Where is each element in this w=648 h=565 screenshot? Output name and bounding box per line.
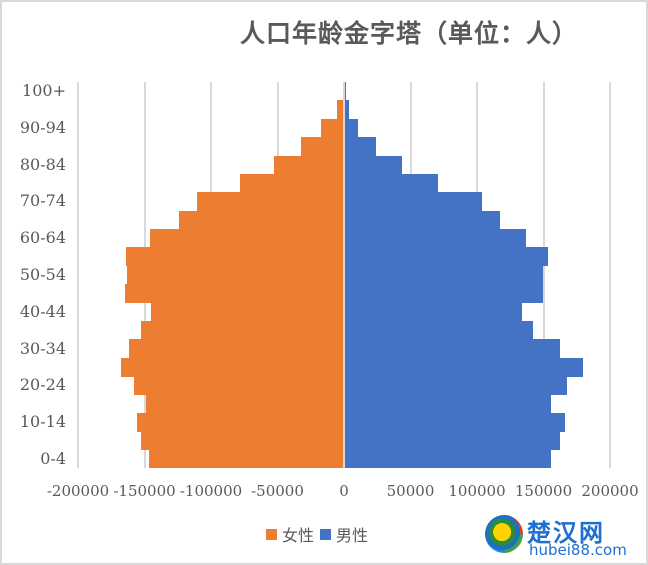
female-bar <box>141 431 343 451</box>
x-tick-label: -100000 <box>179 482 243 500</box>
gridline <box>542 82 545 468</box>
x-tick-label: -200000 <box>46 482 110 500</box>
female-bar <box>149 449 343 469</box>
female-bar <box>321 118 343 138</box>
male-bar <box>345 100 349 120</box>
female-bar <box>197 192 343 212</box>
male-bar <box>345 210 500 230</box>
x-tick-label: 150000 <box>514 482 573 500</box>
globe-logo-icon <box>485 515 523 553</box>
y-tick-label: 80-84 <box>19 154 66 174</box>
female-bar <box>136 412 343 432</box>
male-bar <box>345 155 403 175</box>
male-swatch <box>320 528 332 540</box>
chart-title: 人口年龄金字塔（单位：人） <box>239 19 578 48</box>
male-bar <box>345 412 566 432</box>
y-tick-label: 70-74 <box>19 191 66 211</box>
watermark-name: 楚汉网 <box>527 519 605 547</box>
x-tick-label: -150000 <box>113 482 176 500</box>
male-bar <box>345 118 359 138</box>
female-bar <box>145 394 343 414</box>
male-bar <box>345 320 533 340</box>
female-bar <box>125 247 343 267</box>
female-bar <box>125 284 343 304</box>
male-bar <box>345 229 526 248</box>
female-bar <box>140 320 343 340</box>
gridline <box>77 82 79 468</box>
male-bar <box>345 394 552 414</box>
male-bar <box>345 265 544 285</box>
y-tick-label: 50-54 <box>19 265 66 284</box>
male-bar <box>345 302 522 322</box>
male-bar <box>345 247 549 267</box>
x-tick-label: 100000 <box>448 482 506 500</box>
male-bar <box>345 431 560 451</box>
watermark: 楚汉网 hubei88.com <box>485 513 645 561</box>
male-bar <box>345 357 584 377</box>
female-bar <box>149 229 343 248</box>
female-bar <box>151 302 343 322</box>
female-bar <box>133 376 343 395</box>
y-tick-label: 30-34 <box>19 338 66 358</box>
female-bar <box>301 137 343 157</box>
x-tick-label: 50000 <box>386 482 435 500</box>
female-bar <box>127 265 343 285</box>
gridline <box>343 82 345 468</box>
y-tick-label: 100+ <box>22 81 66 101</box>
y-tick-label: 10-14 <box>19 412 66 432</box>
male-bar <box>345 376 568 395</box>
y-tick-label: 60-64 <box>19 228 66 248</box>
male-bar <box>345 82 347 101</box>
y-tick-label: 40-44 <box>19 301 66 321</box>
male-bar <box>345 449 552 469</box>
y-tick-label: 0-4 <box>40 448 66 468</box>
female-bar <box>179 210 343 230</box>
gridline <box>609 82 611 468</box>
female-bar <box>128 339 343 359</box>
legend: 女性 男性 <box>266 522 374 546</box>
legend-male-label: 男性 <box>336 526 369 545</box>
male-bar <box>345 284 544 304</box>
legend-female-label: 女性 <box>282 526 315 545</box>
legend-item-female: 女性 <box>266 522 314 546</box>
y-tick-label: 20-24 <box>19 375 66 395</box>
plot-area <box>77 82 611 469</box>
male-bar <box>345 192 482 212</box>
female-bar <box>240 173 343 193</box>
y-tick-label: 90-94 <box>19 117 66 137</box>
male-bar <box>345 173 439 193</box>
female-bar <box>337 100 343 120</box>
male-bar <box>345 339 560 359</box>
female-swatch <box>266 528 277 540</box>
legend-item-male: 男性 <box>320 522 368 546</box>
x-tick-label: 200000 <box>581 482 639 500</box>
x-tick-label: 0 <box>339 482 349 500</box>
female-bar <box>273 155 343 175</box>
male-bar <box>345 137 376 157</box>
watermark-domain: hubei88.com <box>529 541 627 559</box>
female-bar <box>120 357 343 377</box>
x-tick-label: -50000 <box>251 482 304 500</box>
